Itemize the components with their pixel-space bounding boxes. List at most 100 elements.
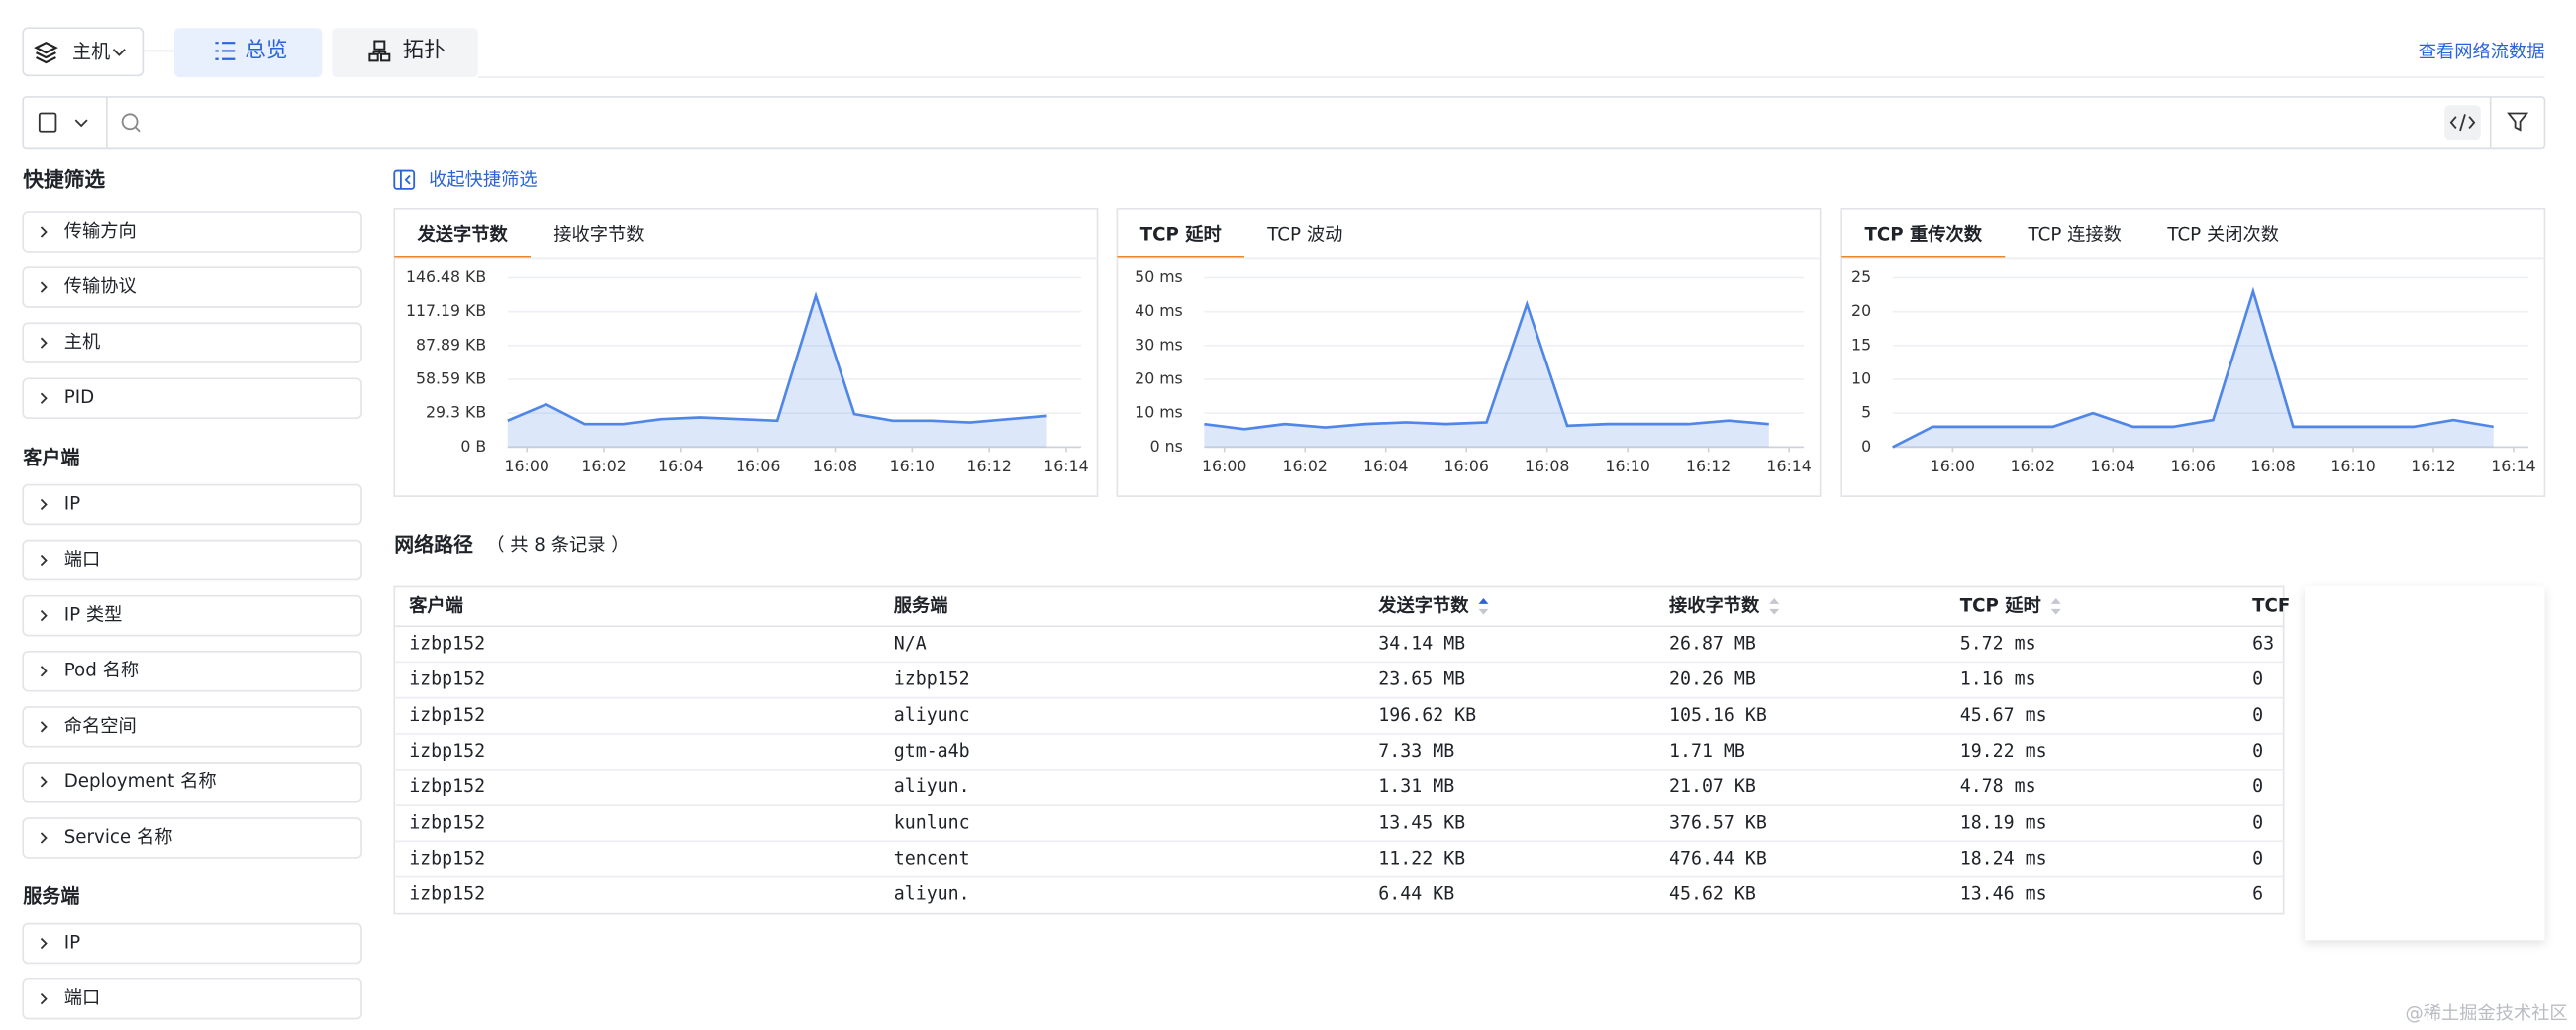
cell: 6 [2252, 884, 2263, 905]
filter-item[interactable] [22, 817, 362, 859]
filter-item[interactable] [22, 594, 362, 637]
cell: 1.16 ms [1960, 670, 2036, 690]
tab-label: 拓扑 [403, 38, 446, 62]
table-title: 网络路径 [394, 532, 473, 556]
filter-item[interactable] [22, 978, 362, 1020]
cell: 0 [2252, 849, 2263, 870]
table: 客户端 服务端 发送字节数 接收字节数 TCP 延时 TCF izbp152 N/A 34.14… [393, 585, 2290, 915]
y-tick-label: 0 ns [1150, 437, 1183, 456]
y-tick-label: 20 ms [1135, 369, 1183, 388]
collapse-link[interactable]: 收起快捷筛选 [429, 170, 538, 191]
cell: 0 [2252, 741, 2263, 762]
y-tick-label: 117.19 KB [406, 301, 486, 320]
filter-item[interactable] [22, 211, 362, 253]
list-icon [215, 42, 236, 60]
cell: 13.45 KB [1378, 812, 1465, 833]
cell: gtm-a4b [894, 741, 970, 762]
y-tick-label: 40 ms [1135, 301, 1183, 320]
cell: izbp152 [409, 776, 485, 797]
x-tick-label: 16:14 [1043, 457, 1088, 475]
x-tick-label: 16:14 [2491, 457, 2535, 475]
chart-tab[interactable]: TCP 延时 [1140, 224, 1222, 245]
sort-up[interactable] [1478, 598, 1489, 604]
code-icon [2449, 114, 2476, 132]
area [1892, 291, 2494, 448]
filter-item[interactable] [22, 266, 362, 308]
x-tick-label: 16:04 [658, 457, 703, 475]
cell: aliyunc [894, 705, 970, 726]
search-icon [135, 126, 141, 133]
column-header[interactable]: 发送字节数 [1377, 594, 1469, 616]
cell: 105.16 KB [1669, 705, 1767, 726]
y-tick-label: 0 B [460, 437, 486, 456]
y-tick-label: 29.3 KB [426, 403, 486, 422]
cell: aliyun. [894, 776, 970, 797]
column-header[interactable]: TCF [2252, 595, 2290, 616]
cell: izbp152 [409, 705, 485, 726]
sidebar-title: 快捷筛选 [23, 168, 105, 192]
chart-tab[interactable]: TCP 连接数 [2028, 224, 2122, 245]
x-tick-label: 16:10 [890, 457, 935, 475]
column-header[interactable]: 接收字节数 [1669, 594, 1760, 616]
sort-down[interactable] [1478, 608, 1489, 615]
cell: izbp152 [409, 741, 485, 762]
clear-filter-icon[interactable] [2507, 112, 2529, 132]
host-selector[interactable]: 主机 [22, 27, 145, 77]
filter-item[interactable] [22, 922, 362, 965]
search-bar[interactable] [22, 96, 2546, 150]
expand-arrow [40, 498, 48, 511]
cell: 376.57 KB [1669, 812, 1767, 833]
filter-item[interactable] [22, 650, 362, 692]
y-tick-label: 15 [1851, 335, 1871, 354]
line [507, 291, 1047, 426]
cell: 5.72 ms [1960, 634, 2036, 655]
sort-down[interactable] [1769, 608, 1780, 615]
cell: 6.44 KB [1378, 884, 1454, 905]
y-tick-label: 0 [1861, 437, 1871, 456]
column-header[interactable]: TCP 延时 [1960, 595, 2041, 616]
cell: 18.19 ms [1960, 812, 2047, 833]
filter-label: Service 名称 [64, 827, 173, 848]
tab-overview[interactable] [173, 28, 323, 78]
x-tick-label: 16:12 [1686, 457, 1731, 475]
sort-up[interactable] [1769, 598, 1780, 604]
chart-tab[interactable]: TCP 波动 [1266, 224, 1342, 245]
filter-item[interactable] [22, 539, 362, 581]
host-icon [34, 41, 58, 64]
column-header: 客户端 [408, 594, 463, 616]
cell: izbp152 [409, 670, 485, 690]
cell: 7.33 MB [1378, 741, 1454, 762]
expand-arrow [40, 610, 48, 622]
cell: 23.65 MB [1378, 670, 1465, 690]
y-tick-label: 58.59 KB [416, 369, 486, 388]
chart-tab[interactable]: TCP 重传次数 [1864, 223, 1982, 245]
filter-item[interactable] [22, 706, 362, 748]
collapse-icon[interactable] [393, 169, 416, 190]
expand-arrow [40, 992, 48, 1005]
filter-label: 命名空间 [64, 716, 137, 737]
cell: aliyun. [894, 884, 970, 905]
line [1892, 286, 2494, 449]
filter-label: 主机 [64, 332, 101, 353]
x-tick-label: 16:06 [1443, 457, 1488, 475]
chart-tab[interactable]: 发送字节数 [416, 223, 508, 245]
filter-item[interactable] [22, 483, 362, 526]
filter-icon[interactable] [38, 112, 57, 133]
chart-tab[interactable]: TCP 关闭次数 [2166, 224, 2279, 245]
y-tick-label: 146.48 KB [406, 267, 486, 286]
x-tick-label: 16:06 [2170, 457, 2215, 475]
sort-up[interactable] [2050, 598, 2061, 604]
tab-topology[interactable] [332, 28, 478, 78]
chevron[interactable] [74, 119, 88, 128]
chart-tab[interactable]: 接收字节数 [553, 224, 644, 245]
view-flow-link[interactable]: 查看网络流数据 [2419, 42, 2545, 62]
filter-item[interactable] [22, 377, 362, 420]
collapse-icon [399, 170, 411, 189]
cell: 196.62 KB [1378, 705, 1476, 726]
x-tick-label: 16:12 [966, 457, 1011, 475]
filter-item[interactable] [22, 762, 362, 803]
filter-item[interactable] [22, 322, 362, 363]
sort-down[interactable] [2050, 608, 2061, 615]
x-tick-label: 16:08 [2250, 457, 2295, 475]
